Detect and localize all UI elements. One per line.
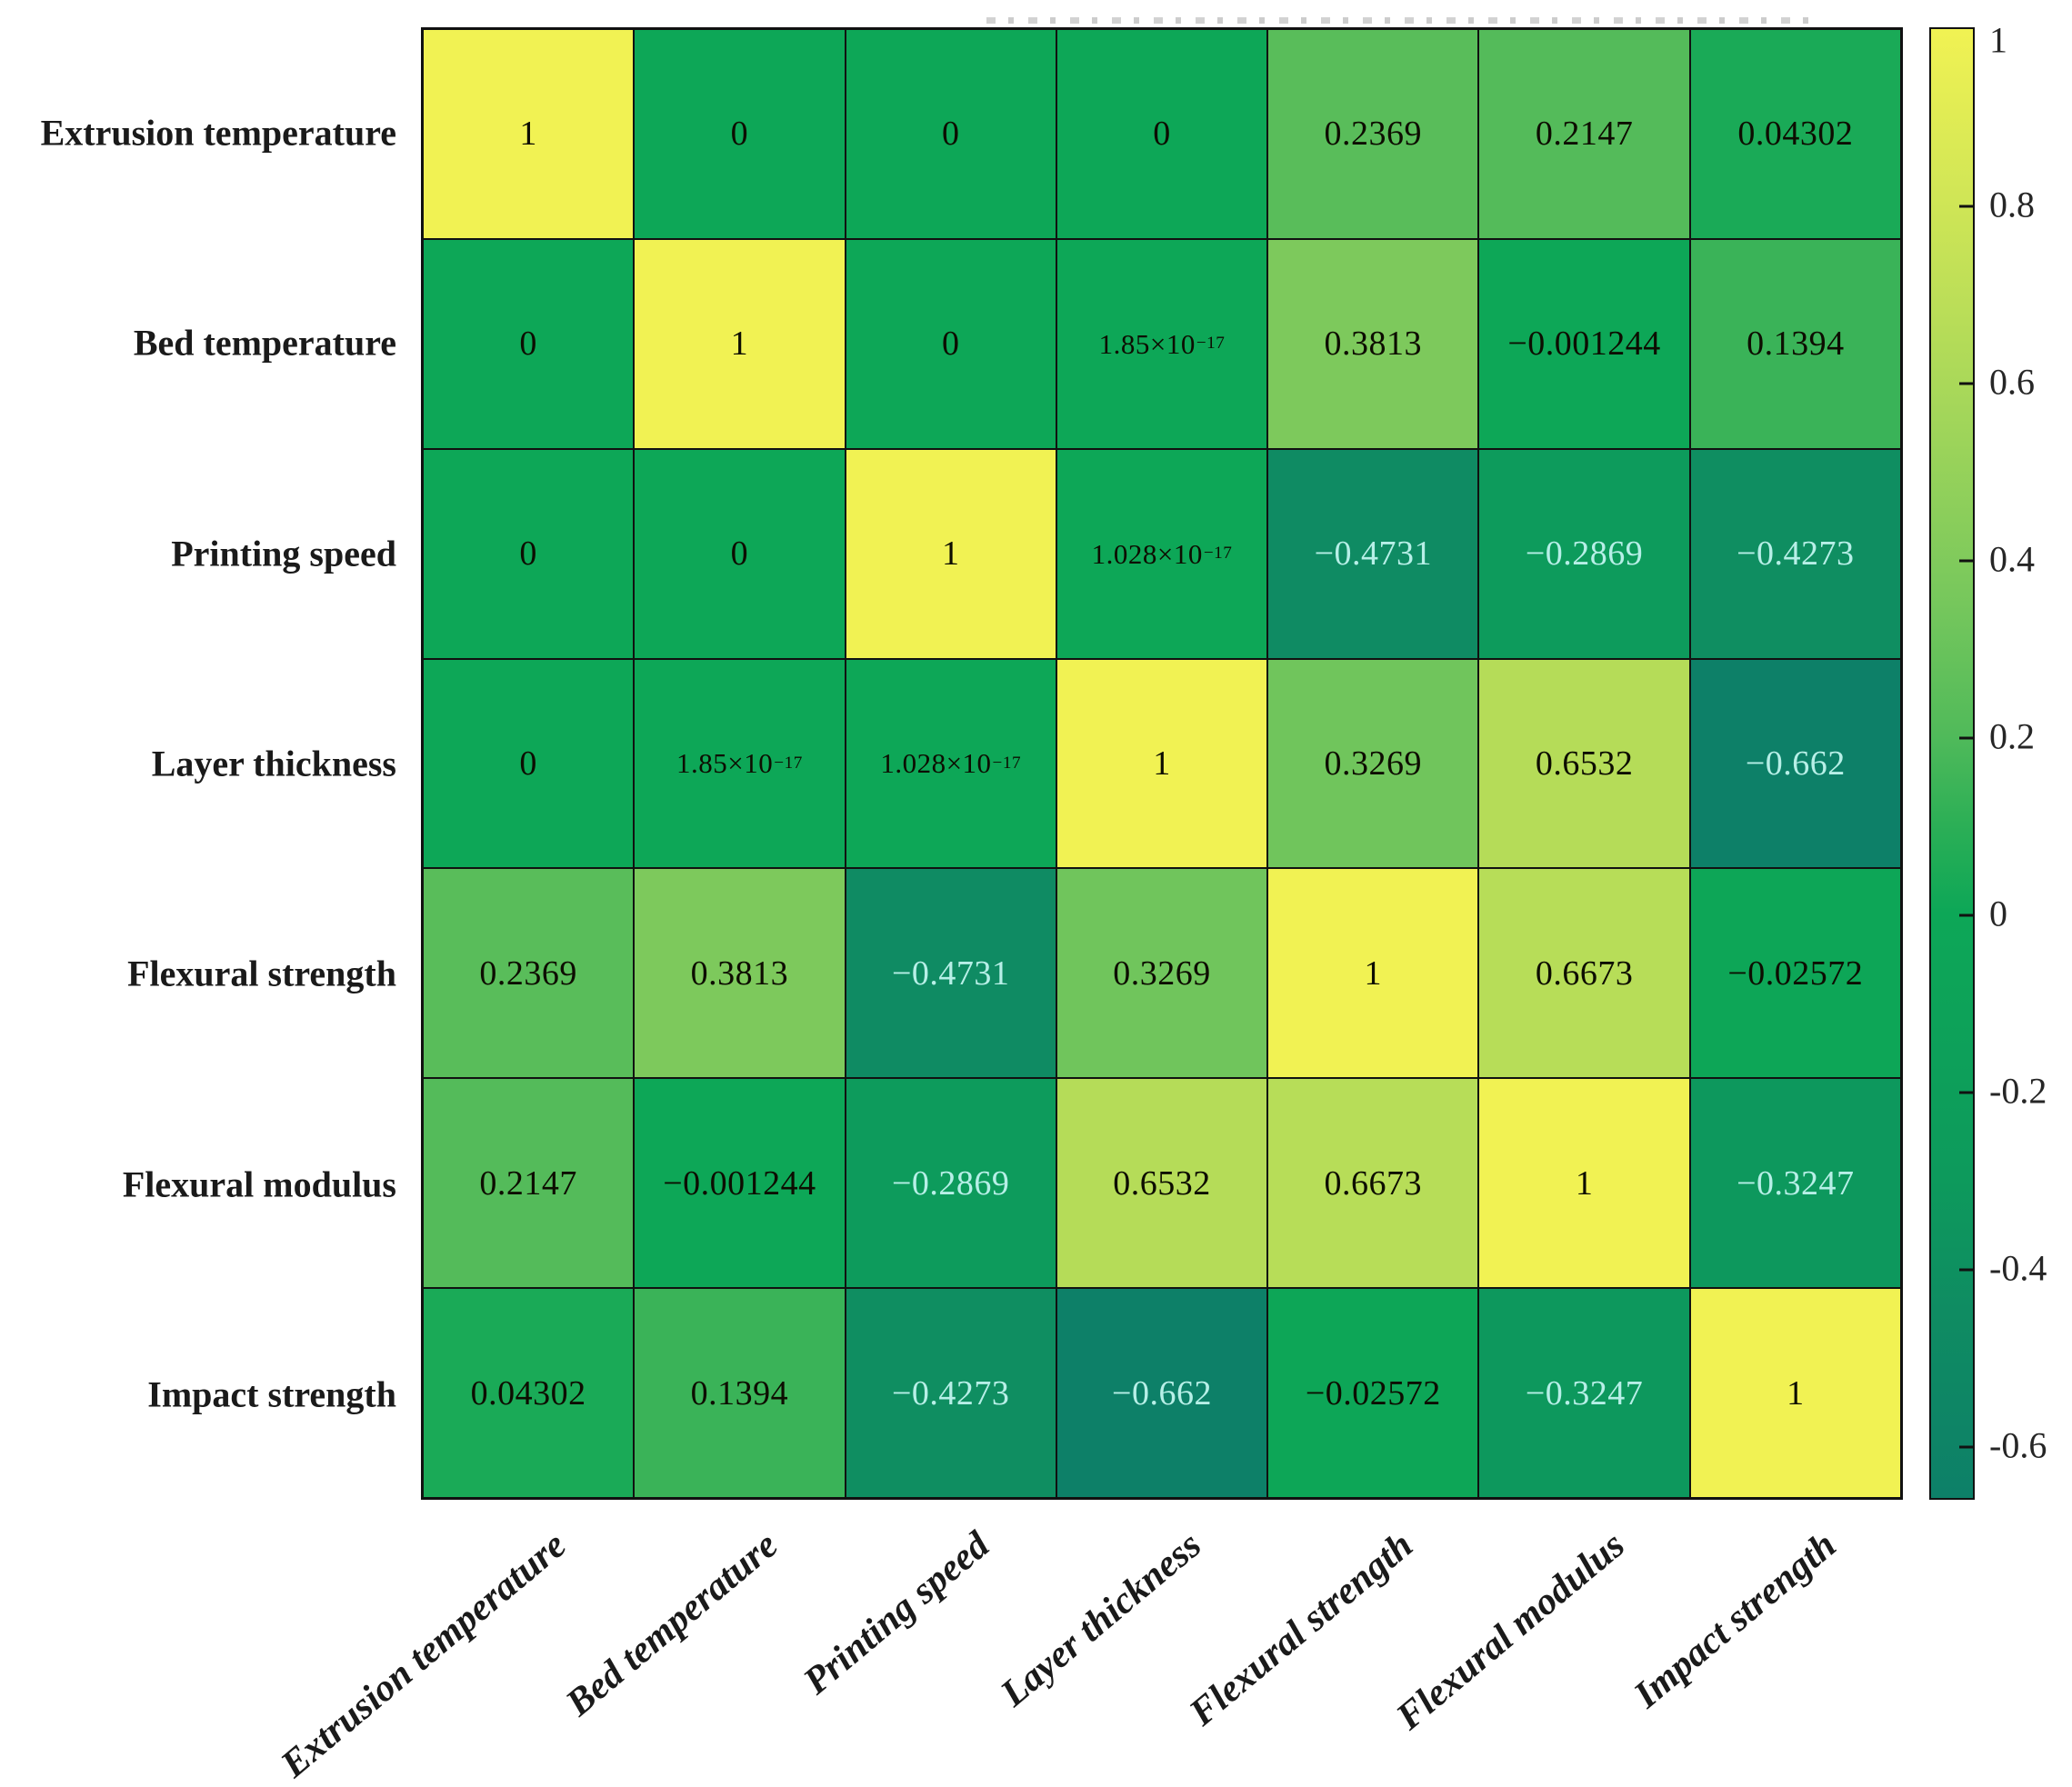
colorbar-tick-label-5: 0.2 xyxy=(1989,715,2035,757)
colorbar-tick-label-7: -0.2 xyxy=(1989,1070,2047,1112)
cell-r1c3: 0 xyxy=(846,30,1056,238)
cell-r5c5: 1 xyxy=(1268,869,1478,1078)
colorbar-tick-label-6: 0 xyxy=(1989,893,2007,934)
cell-r5c4: 0.3269 xyxy=(1056,869,1267,1078)
colorbar-tick-label-3: 0.6 xyxy=(1989,361,2035,403)
cell-r1c4: 0 xyxy=(1056,30,1267,238)
colorbar-tick-label-2: 0.8 xyxy=(1989,184,2035,225)
cell-r7c5: −0.02572 xyxy=(1268,1289,1478,1497)
col-label-5: Flexural strength xyxy=(1182,1523,1422,1734)
cell-r7c7: 1 xyxy=(1690,1289,1900,1497)
y-axis-labels: Extrusion temperature Bed temperature Prin… xyxy=(0,27,407,1500)
colorbar-tick-4 xyxy=(1959,559,1973,563)
row-label-4: Layer thickness xyxy=(151,743,396,784)
cell-r2c1: 0 xyxy=(424,239,634,448)
colorbar-tick-7 xyxy=(1959,1091,1973,1094)
cell-r6c1: 0.2147 xyxy=(424,1079,634,1288)
cell-r2c2: 1 xyxy=(635,239,845,448)
cell-r2c3: 0 xyxy=(846,239,1056,448)
cell-r4c4: 1 xyxy=(1056,659,1267,868)
cell-r6c4: 0.6532 xyxy=(1056,1079,1267,1288)
cell-r2c5: 0.3813 xyxy=(1268,239,1478,448)
cell-r7c6: −0.3247 xyxy=(1479,1289,1689,1497)
colorbar-tick-label-1: 1 xyxy=(1989,19,2007,61)
cell-r1c5: 0.2369 xyxy=(1268,30,1478,238)
colorbar-tick-9 xyxy=(1959,1445,1973,1449)
row-label-1: Extrusion temperature xyxy=(40,112,396,154)
colorbar-tick-2 xyxy=(1959,205,1973,208)
cell-r2c4: 1.85×10 −17 xyxy=(1056,239,1267,448)
colorbar-tick-label-9: -0.6 xyxy=(1989,1424,2047,1466)
cell-r5c7: −0.02572 xyxy=(1690,869,1900,1078)
col-label-2: Bed temperature xyxy=(558,1523,786,1725)
row-label-2: Bed temperature xyxy=(133,322,396,364)
cell-r3c6: −0.2869 xyxy=(1479,449,1689,658)
col-label-1: Extrusion temperature xyxy=(273,1523,575,1786)
cell-r5c1: 0.2369 xyxy=(424,869,634,1078)
cell-r2c6: −0.001244 xyxy=(1479,239,1689,448)
cell-r4c2: 1.85×10 −17 xyxy=(635,659,845,868)
cell-r1c2: 0 xyxy=(635,30,845,238)
cell-r6c7: −0.3247 xyxy=(1690,1079,1900,1288)
colorbar-tick-label-4: 0.4 xyxy=(1989,538,2035,580)
colorbar-tick-6 xyxy=(1959,913,1973,917)
cell-r1c7: 0.04302 xyxy=(1690,30,1900,238)
colorbar-tick-labels: 1 0.8 0.6 0.4 0.2 0 -0.2 -0.4 -0.6 xyxy=(1989,20,2071,1500)
cell-r4c6: 0.6532 xyxy=(1479,659,1689,868)
cell-r6c3: −0.2869 xyxy=(846,1079,1056,1288)
cell-r7c4: −0.662 xyxy=(1056,1289,1267,1497)
cell-r5c3: −0.4731 xyxy=(846,869,1056,1078)
cell-r6c6: 1 xyxy=(1479,1079,1689,1288)
cell-r3c1: 0 xyxy=(424,449,634,658)
col-label-4: Layer thickness xyxy=(993,1523,1210,1715)
cell-r7c2: 0.1394 xyxy=(635,1289,845,1497)
cell-r4c3: 1.028×10 −17 xyxy=(846,659,1056,868)
row-label-6: Flexural modulus xyxy=(122,1163,396,1205)
cell-r4c1: 0 xyxy=(424,659,634,868)
colorbar-tick-3 xyxy=(1959,382,1973,385)
cell-r1c1: 1 xyxy=(424,30,634,238)
row-label-5: Flexural strength xyxy=(127,953,396,994)
cell-r4c5: 0.3269 xyxy=(1268,659,1478,868)
cropped-title-remnant xyxy=(986,17,1809,24)
row-label-3: Printing speed xyxy=(171,533,396,574)
colorbar-tick-label-8: -0.4 xyxy=(1989,1247,2047,1289)
col-label-7: Impact strength xyxy=(1627,1523,1845,1717)
colorbar-tick-8 xyxy=(1959,1268,1973,1272)
cell-r7c1: 0.04302 xyxy=(424,1289,634,1497)
cell-r3c5: −0.4731 xyxy=(1268,449,1478,658)
cell-r1c6: 0.2147 xyxy=(1479,30,1689,238)
heatmap-grid: 1 0 0 0 0.2369 0.2147 0.04302 0 1 0 1.85×10 −17 0.38… xyxy=(421,27,1903,1500)
cell-r6c5: 0.6673 xyxy=(1268,1079,1478,1288)
cell-r3c3: 1 xyxy=(846,449,1056,658)
cell-r5c2: 0.3813 xyxy=(635,869,845,1078)
cell-r3c7: −0.4273 xyxy=(1690,449,1900,658)
cell-r6c2: −0.001244 xyxy=(635,1079,845,1288)
cell-r4c7: −0.662 xyxy=(1690,659,1900,868)
colorbar-tick-5 xyxy=(1959,736,1973,740)
cell-r7c3: −0.4273 xyxy=(846,1289,1056,1497)
colorbar xyxy=(1929,27,1975,1500)
col-label-6: Flexural modulus xyxy=(1388,1523,1633,1739)
cell-r3c4: 1.028×10 −17 xyxy=(1056,449,1267,658)
cell-r5c6: 0.6673 xyxy=(1479,869,1689,1078)
col-label-3: Printing speed xyxy=(796,1523,998,1703)
cell-r2c7: 0.1394 xyxy=(1690,239,1900,448)
cell-r3c2: 0 xyxy=(635,449,845,658)
row-label-7: Impact strength xyxy=(147,1373,396,1415)
